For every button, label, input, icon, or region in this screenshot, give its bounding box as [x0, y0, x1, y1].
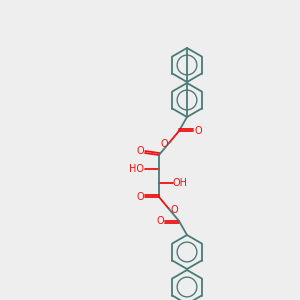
- Text: O: O: [156, 216, 164, 226]
- Text: OH: OH: [172, 178, 188, 188]
- Text: O: O: [170, 205, 178, 215]
- Text: HO: HO: [128, 164, 143, 174]
- Text: O: O: [160, 139, 168, 149]
- Text: O: O: [136, 192, 144, 202]
- Text: O: O: [194, 126, 202, 136]
- Text: O: O: [136, 146, 144, 156]
